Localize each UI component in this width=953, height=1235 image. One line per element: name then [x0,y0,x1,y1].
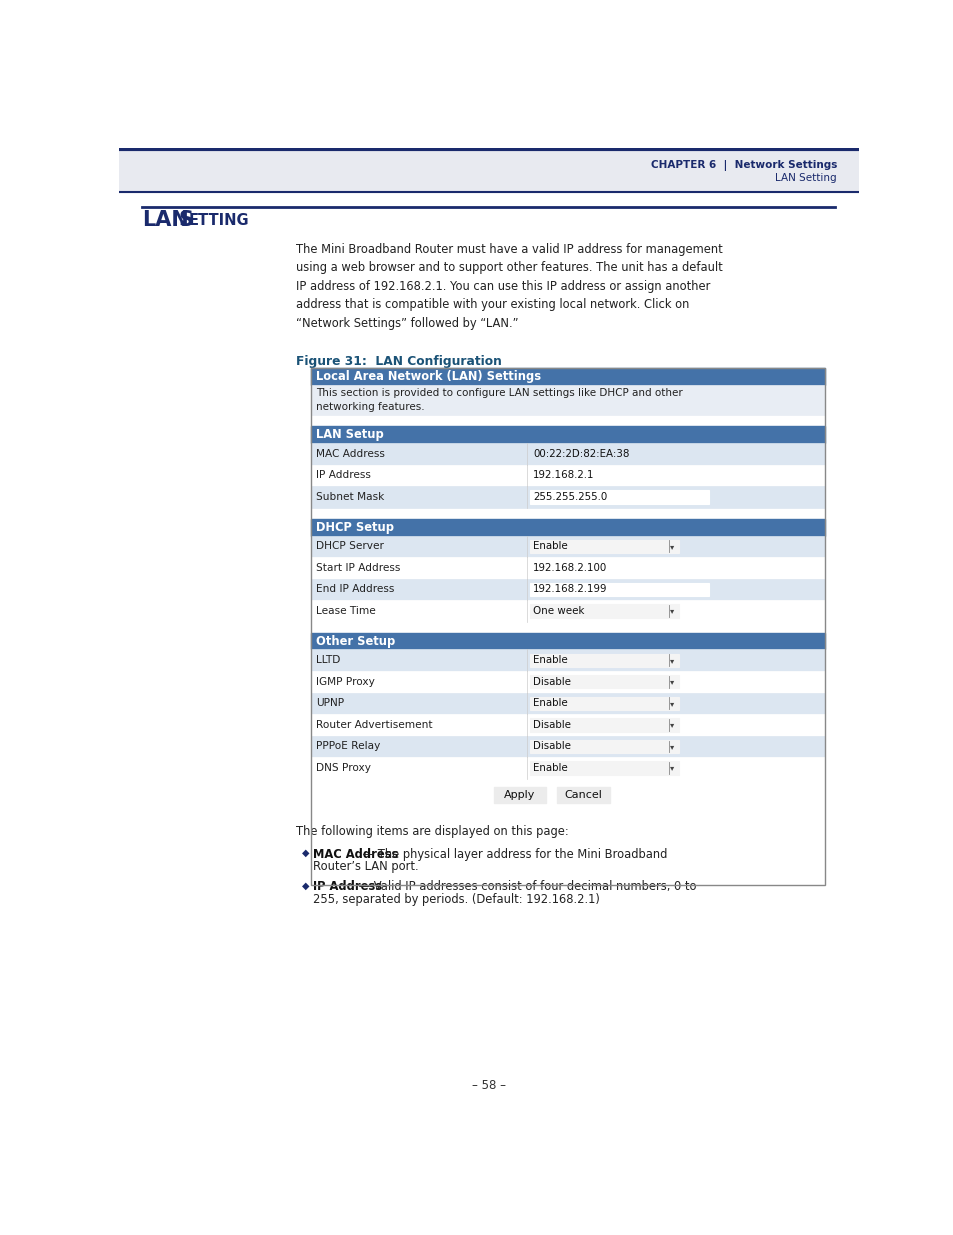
Text: ◆: ◆ [302,848,310,858]
Text: S: S [178,210,193,230]
Text: ▾: ▾ [669,542,673,551]
Bar [530,490,708,504]
Text: Enable: Enable [533,763,567,773]
Bar [311,714,823,736]
Bar [311,579,823,600]
Bar [311,384,823,415]
Text: IP Address: IP Address [315,471,371,480]
Bar [530,653,679,667]
Text: ▾: ▾ [669,720,673,730]
Text: DNS Proxy: DNS Proxy [315,763,371,773]
Text: CHAPTER 6  |  Network Settings: CHAPTER 6 | Network Settings [650,159,836,170]
Bar [530,719,679,731]
Text: 255.255.255.0: 255.255.255.0 [533,492,607,501]
Text: Local Area Network (LAN) Settings: Local Area Network (LAN) Settings [315,369,540,383]
Text: DHCP Setup: DHCP Setup [315,520,394,534]
Bar [311,536,823,557]
Text: Start IP Address: Start IP Address [315,563,400,573]
Text: Disable: Disable [533,741,571,751]
Bar [311,650,823,671]
Text: Enable: Enable [533,541,567,551]
Text: One week: One week [533,606,584,616]
Bar [311,671,823,693]
Text: Router Advertisement: Router Advertisement [315,720,433,730]
Bar [311,368,823,885]
Text: This section is provided to configure LAN settings like DHCP and other
networkin: This section is provided to configure LA… [315,389,682,412]
Bar [530,561,708,574]
Text: 00:22:2D:82:EA:38: 00:22:2D:82:EA:38 [533,448,629,459]
Text: 192.168.2.1: 192.168.2.1 [533,471,594,480]
Text: Figure 31:  LAN Configuration: Figure 31: LAN Configuration [295,356,501,368]
Text: 255, separated by periods. (Default: 192.168.2.1): 255, separated by periods. (Default: 192… [313,893,599,905]
Text: ▾: ▾ [669,742,673,751]
Text: ◆: ◆ [302,881,310,890]
Bar [311,757,823,779]
Text: The following items are displayed on this page:: The following items are displayed on thi… [295,825,568,839]
Bar [311,519,823,536]
Bar [530,676,679,688]
Text: End IP Address: End IP Address [315,584,394,594]
Bar [311,368,823,384]
Text: Other Setup: Other Setup [315,635,395,647]
Text: IGMP Proxy: IGMP Proxy [315,677,375,687]
Text: – 58 –: – 58 – [472,1079,505,1092]
Bar [119,148,858,193]
Text: ▾: ▾ [669,699,673,708]
Text: Cancel: Cancel [564,790,601,800]
Text: Disable: Disable [533,720,571,730]
Bar [311,736,823,757]
Text: — Valid IP addresses consist of four decimal numbers, 0 to: — Valid IP addresses consist of four dec… [355,881,696,893]
Bar [311,632,823,650]
Text: ▾: ▾ [669,677,673,687]
Bar [311,426,823,443]
Bar [530,540,679,553]
Text: MAC Address: MAC Address [315,448,385,459]
Text: Apply: Apply [504,790,535,800]
Bar [311,443,823,464]
Text: Disable: Disable [533,677,571,687]
Text: ▾: ▾ [669,606,673,615]
Text: 192.168.2.100: 192.168.2.100 [533,563,607,573]
Text: MAC Address: MAC Address [313,848,398,861]
Text: Lease Time: Lease Time [315,606,375,616]
Text: LAN Setting: LAN Setting [775,173,836,183]
Bar [530,761,679,774]
Text: ▾: ▾ [669,763,673,773]
Bar [530,697,679,710]
Text: Subnet Mask: Subnet Mask [315,492,384,501]
Bar [530,604,679,618]
Bar [530,469,708,482]
Text: LLTD: LLTD [315,656,340,666]
Text: UPNP: UPNP [315,698,344,709]
Text: Router’s LAN port.: Router’s LAN port. [313,861,418,873]
Text: ETTING: ETTING [188,214,249,228]
Bar [311,600,823,621]
Text: PPPoE Relay: PPPoE Relay [315,741,380,751]
Bar [530,740,679,753]
Bar [493,787,546,804]
Bar [311,487,823,508]
Text: ▾: ▾ [669,656,673,664]
Text: The Mini Broadband Router must have a valid IP address for management
using a we: The Mini Broadband Router must have a va… [295,243,722,330]
Text: DHCP Server: DHCP Server [315,541,383,551]
Bar [557,787,609,804]
Bar [311,464,823,487]
Text: 192.168.2.199: 192.168.2.199 [533,584,607,594]
Text: LAN: LAN [142,210,189,230]
Bar [530,583,708,597]
Bar [311,693,823,714]
Text: Enable: Enable [533,698,567,709]
Text: IP Address: IP Address [313,881,382,893]
Text: Enable: Enable [533,656,567,666]
Text: — The physical layer address for the Mini Broadband: — The physical layer address for the Min… [358,848,667,861]
Text: LAN Setup: LAN Setup [315,429,383,441]
Bar [311,557,823,579]
